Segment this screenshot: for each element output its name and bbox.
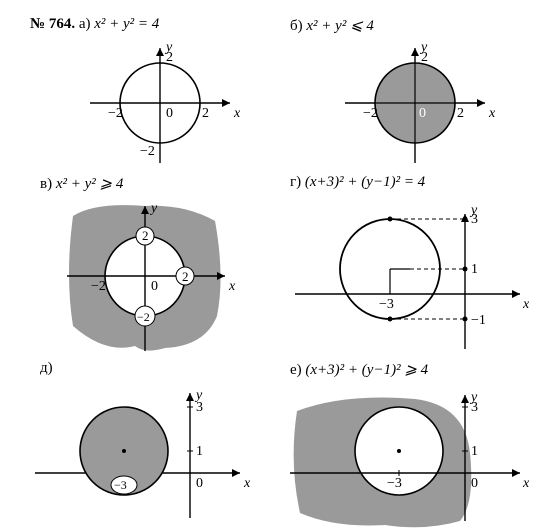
svg-text:1: 1 <box>471 444 478 459</box>
svg-text:0: 0 <box>471 476 478 491</box>
svg-text:2: 2 <box>142 228 149 243</box>
diagram-v: 2 2 −2 −2 0 x y <box>35 194 255 359</box>
svg-text:−3: −3 <box>114 478 127 492</box>
svg-text:−3: −3 <box>387 476 402 491</box>
svg-text:x: x <box>488 106 496 121</box>
svg-text:0: 0 <box>166 106 173 121</box>
panel-a: № 764. а) x² + y² = 4 −2 2 2 −2 <box>0 0 280 170</box>
label-v: в) <box>40 176 52 192</box>
label-e: е) <box>290 362 302 378</box>
diagram-g: 3 1 −1 −3 x y <box>290 194 540 359</box>
label-d: д) <box>40 360 53 376</box>
diagram-b: −2 2 2 0 x y <box>315 38 515 168</box>
svg-text:2: 2 <box>457 106 464 121</box>
diagram-a: −2 2 2 −2 0 x y <box>60 38 260 168</box>
svg-text:x: x <box>228 279 236 294</box>
svg-text:1: 1 <box>196 444 203 459</box>
svg-text:0: 0 <box>196 476 203 491</box>
svg-text:y: y <box>469 390 478 405</box>
svg-text:y: y <box>469 203 478 218</box>
label-a: а) <box>79 16 91 32</box>
svg-text:−2: −2 <box>363 106 378 121</box>
svg-text:2: 2 <box>202 106 209 121</box>
svg-text:−1: −1 <box>471 313 486 328</box>
svg-text:−2: −2 <box>140 144 155 159</box>
eq-g: (x+3)² + (y−1)² = 4 <box>305 174 425 190</box>
label-g: г) <box>290 174 301 190</box>
page: № 764. а) x² + y² = 4 −2 2 2 −2 <box>0 0 550 530</box>
panel-d: д) −3 <box>0 360 280 530</box>
svg-text:0: 0 <box>151 279 158 294</box>
diagram-d: −3 3 1 0 x y <box>30 378 260 528</box>
svg-text:−2: −2 <box>91 279 106 294</box>
eq-b: x² + y² ⩽ 4 <box>306 18 374 34</box>
svg-text:x: x <box>522 476 530 491</box>
panel-e: е) (x+3)² + (y−1)² ⩾ 4 <box>280 360 550 530</box>
svg-text:y: y <box>164 40 173 55</box>
svg-text:0: 0 <box>419 106 426 121</box>
svg-text:y: y <box>419 40 428 55</box>
svg-text:−3: −3 <box>379 297 394 312</box>
svg-text:x: x <box>243 476 251 491</box>
panel-v: в) x² + y² ⩾ 4 2 <box>0 170 280 360</box>
eq-a: x² + y² = 4 <box>94 16 159 32</box>
svg-text:2: 2 <box>182 269 189 284</box>
label-b: б) <box>290 18 303 34</box>
svg-text:y: y <box>149 201 158 216</box>
panel-g: г) (x+3)² + (y−1)² = 4 <box>280 170 550 360</box>
svg-text:1: 1 <box>471 262 478 277</box>
problem-number: № 764. <box>30 16 75 32</box>
svg-text:y: y <box>194 388 203 403</box>
eq-v: x² + y² ⩾ 4 <box>56 176 124 192</box>
svg-text:x: x <box>233 106 241 121</box>
svg-text:−2: −2 <box>137 310 150 324</box>
eq-e: (x+3)² + (y−1)² ⩾ 4 <box>305 362 428 378</box>
diagram-e: 3 1 −3 0 x y <box>285 378 545 528</box>
svg-text:−2: −2 <box>108 106 123 121</box>
svg-text:x: x <box>522 297 530 312</box>
panel-b: б) x² + y² ⩽ 4 −2 2 2 0 <box>280 0 550 170</box>
